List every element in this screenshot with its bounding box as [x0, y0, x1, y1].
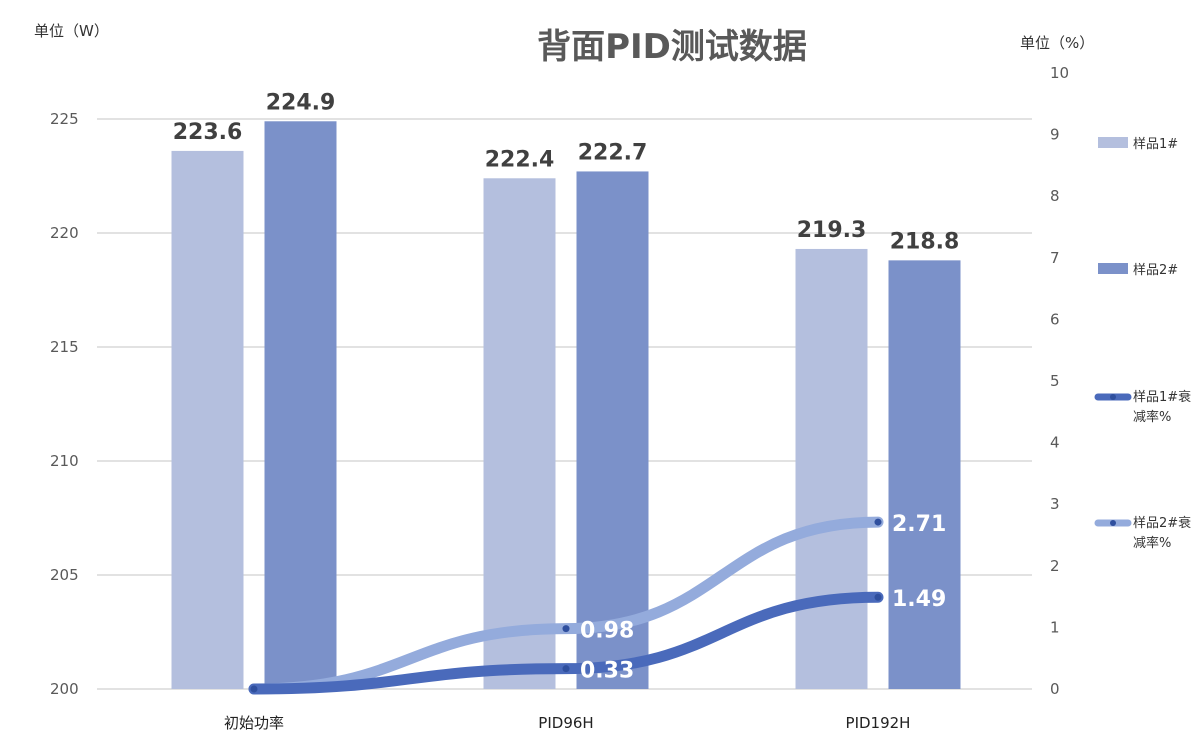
y-right-tick-label: 2 — [1050, 557, 1060, 575]
legend-label: 样品1# — [1133, 137, 1178, 152]
gridlines — [97, 118, 1032, 690]
legend-label: 样品2# — [1133, 263, 1178, 278]
y-right-tick-label: 3 — [1050, 495, 1060, 513]
x-category-label: PID192H — [846, 714, 911, 732]
legend-marker — [1110, 394, 1116, 400]
bar — [576, 171, 649, 689]
axes: 200 205 210 215 220 225 0 1 2 3 4 5 6 7 8 9 10 初始功率 PID96H… — [50, 64, 1069, 732]
legend-swatch — [1098, 137, 1128, 148]
y-right-tick-label: 10 — [1050, 64, 1069, 82]
y-right-tick-label: 1 — [1050, 618, 1060, 636]
bar-data-label: 224.9 — [266, 90, 336, 115]
y-right-tick-label: 7 — [1050, 249, 1060, 267]
legend-label: 减率% — [1133, 535, 1171, 551]
y-right-tick-label: 9 — [1050, 126, 1060, 144]
y-left-tick-label: 215 — [50, 338, 79, 356]
line-data-label: 0.98 — [580, 619, 634, 644]
bar — [264, 121, 337, 689]
bar — [483, 178, 556, 689]
y-right-tick-label: 6 — [1050, 310, 1060, 328]
line-point — [874, 593, 882, 601]
bar-data-label: 223.6 — [173, 120, 243, 145]
legend-label: 减率% — [1133, 409, 1171, 425]
x-category-label: PID96H — [538, 714, 593, 732]
legend: 样品1#样品2#样品1#衰减率%样品2#衰减率% — [1094, 137, 1191, 551]
line-point — [874, 518, 882, 526]
lines — [248, 516, 884, 695]
legend-marker — [1110, 520, 1116, 526]
line-point — [250, 685, 258, 693]
chart-title: 背面PID测试数据 — [537, 27, 807, 67]
y-right-tick-label: 0 — [1050, 680, 1060, 698]
y-left-tick-label: 200 — [50, 680, 79, 698]
y-left-tick-label: 210 — [50, 452, 79, 470]
bar-data-label: 219.3 — [797, 218, 867, 243]
left-axis-unit: 单位（W） — [34, 22, 109, 40]
legend-swatch — [1098, 263, 1128, 274]
bar-data-label: 222.7 — [578, 140, 648, 165]
y-right-tick-label: 5 — [1050, 372, 1060, 390]
line-data-label: 2.71 — [892, 512, 946, 537]
y-left-tick-label: 225 — [50, 110, 79, 128]
legend-label: 样品1#衰 — [1133, 389, 1191, 405]
data-labels: 223.6 222.4 219.3 224.9 222.7 218.8 0.98 2.71 0.… — [173, 90, 960, 683]
right-axis-unit: 单位（%） — [1020, 34, 1094, 52]
y-left-tick-label: 205 — [50, 566, 79, 584]
bar — [795, 248, 868, 689]
line-point — [562, 625, 570, 633]
line-point — [562, 665, 570, 673]
y-right-tick-label: 4 — [1050, 434, 1060, 452]
y-right-tick-label: 8 — [1050, 187, 1060, 205]
y-left-tick-label: 220 — [50, 224, 79, 242]
bars — [171, 121, 961, 690]
x-category-label: 初始功率 — [224, 714, 284, 732]
legend-label: 样品2#衰 — [1133, 515, 1191, 531]
bar-data-label: 218.8 — [890, 229, 960, 254]
bar-data-label: 222.4 — [485, 147, 555, 172]
bar — [888, 260, 961, 689]
line-data-label: 0.33 — [580, 659, 634, 684]
bar — [171, 150, 244, 690]
line-data-label: 1.49 — [892, 587, 946, 612]
